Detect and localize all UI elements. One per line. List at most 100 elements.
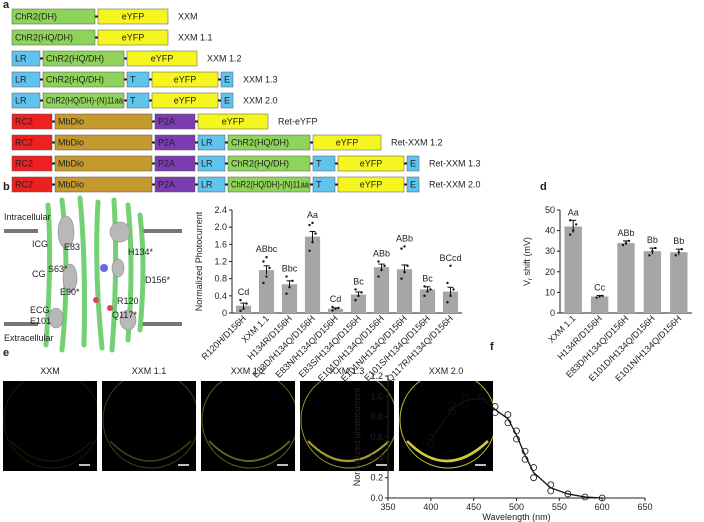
- construct-name: XXM 1.3: [243, 75, 278, 85]
- y-tick-label: 0.6: [370, 432, 383, 442]
- y-tick-label: 30: [545, 246, 555, 256]
- data-point: [380, 268, 383, 272]
- data-point: [337, 306, 340, 310]
- helix: [137, 212, 146, 333]
- y-label-part: V: [522, 280, 532, 286]
- y-tick-label: 0.4: [370, 452, 383, 462]
- construct-name: Ret-eYFP: [278, 117, 318, 127]
- cell-membrane-bright: [208, 440, 291, 462]
- data-point: [354, 298, 357, 302]
- data-point: [598, 494, 606, 502]
- x-tick-label: 550: [552, 502, 567, 512]
- segment-label: LR: [15, 96, 27, 106]
- data-point: [478, 392, 486, 400]
- construct-segment: [54, 134, 153, 151]
- membrane-bar: [142, 322, 182, 326]
- construct-segment: [54, 155, 153, 172]
- cell-membrane-bright: [10, 440, 93, 462]
- segment-label: RC2: [15, 117, 33, 127]
- segment-label: eYFP: [336, 138, 359, 148]
- y-tick-label: 1.2: [214, 257, 227, 267]
- segment-label: LR: [15, 54, 27, 64]
- x-tick-label: 500: [509, 502, 524, 512]
- y-tick-label: 0.8: [214, 274, 227, 284]
- residue-label: E83: [64, 242, 80, 252]
- cavity: [48, 307, 64, 329]
- x-tick-label: 600: [595, 502, 610, 512]
- segment-label: LR: [201, 180, 213, 190]
- data-point: [285, 292, 288, 295]
- segment-label: ChR2(DH): [15, 12, 57, 22]
- data-point: [403, 271, 406, 274]
- data-point: [572, 229, 575, 232]
- helix: [94, 199, 105, 351]
- data-point: [449, 294, 452, 298]
- construct-segment: [197, 176, 226, 193]
- construct-segment: [11, 176, 53, 193]
- construct-name: Ret-XXM 1.3: [429, 159, 481, 169]
- data-point: [448, 401, 456, 408]
- panel-label: a: [3, 0, 10, 11]
- segment-label: eYFP: [151, 54, 174, 64]
- segment-label: eYFP: [122, 33, 145, 43]
- residue-atom: [107, 305, 113, 311]
- construct-segment: [337, 176, 405, 193]
- bar: [670, 252, 688, 313]
- data-point: [446, 301, 449, 304]
- image-title: XXM 1.3: [330, 366, 365, 376]
- segment-label: T: [316, 159, 322, 169]
- data-point: [334, 307, 337, 310]
- bar: [350, 294, 367, 313]
- data-point: [403, 245, 406, 248]
- y-axis-label: Vr shift (mV): [522, 237, 534, 286]
- data-point: [513, 427, 520, 435]
- image-panel: XXM XXM 1.1 XXM 1.2 XXM 1.3 XXM 2.0: [3, 366, 493, 471]
- chart: 0.0 0.2 0.4 0.6 0.8 1.0 1.2 350 400 450 500 550 600 6…: [352, 371, 653, 522]
- segment-label: eYFP: [174, 96, 197, 106]
- data-point: [377, 260, 380, 263]
- cell-membrane: [201, 381, 295, 469]
- data-point: [331, 305, 334, 309]
- construct-segment: [151, 92, 219, 109]
- construct-segment: [154, 113, 196, 130]
- x-tick-label: 650: [637, 502, 652, 512]
- data-point: [427, 433, 435, 441]
- image-title: XXM 1.2: [231, 366, 266, 376]
- panel-label: b: [3, 181, 10, 193]
- data-point: [677, 251, 680, 254]
- membrane-label: Intracellular: [4, 212, 51, 222]
- significance-label: Bc: [353, 276, 364, 286]
- segment-label: P2A: [158, 138, 175, 148]
- data-point: [648, 254, 651, 257]
- data-point: [598, 295, 601, 298]
- data-point: [513, 435, 520, 443]
- cell-membrane: [300, 381, 394, 469]
- y-axis-label: Normalized Photocurrent: [194, 211, 204, 311]
- segment-label: ChR2(HQ/DH): [15, 33, 73, 43]
- segment-label: eYFP: [360, 180, 383, 190]
- data-point: [449, 264, 452, 267]
- data-point: [569, 219, 572, 222]
- bar: [327, 308, 344, 313]
- construct-segment: [126, 71, 150, 88]
- significance-label: Cd: [330, 294, 342, 304]
- segment-label: E: [224, 75, 230, 85]
- data-point: [530, 474, 538, 482]
- data-point: [601, 294, 604, 298]
- region-label: CG: [32, 269, 46, 279]
- bar: [396, 269, 413, 313]
- construct-segment: [406, 176, 420, 193]
- data-point: [504, 411, 512, 419]
- y-tick-label: 1.0: [370, 391, 383, 401]
- construct-segment: [54, 176, 153, 193]
- data-point: [504, 419, 512, 427]
- cavity: [57, 215, 75, 249]
- segment-label: MbDio: [58, 117, 84, 127]
- segment-label: ChR2(HQ/DH): [231, 159, 289, 169]
- x-tick-label: 400: [423, 502, 438, 512]
- cell-membrane-bright: [109, 440, 192, 462]
- data-point: [547, 481, 555, 489]
- data-point: [426, 290, 429, 293]
- data-point: [262, 281, 265, 285]
- construct-segment: [220, 71, 234, 88]
